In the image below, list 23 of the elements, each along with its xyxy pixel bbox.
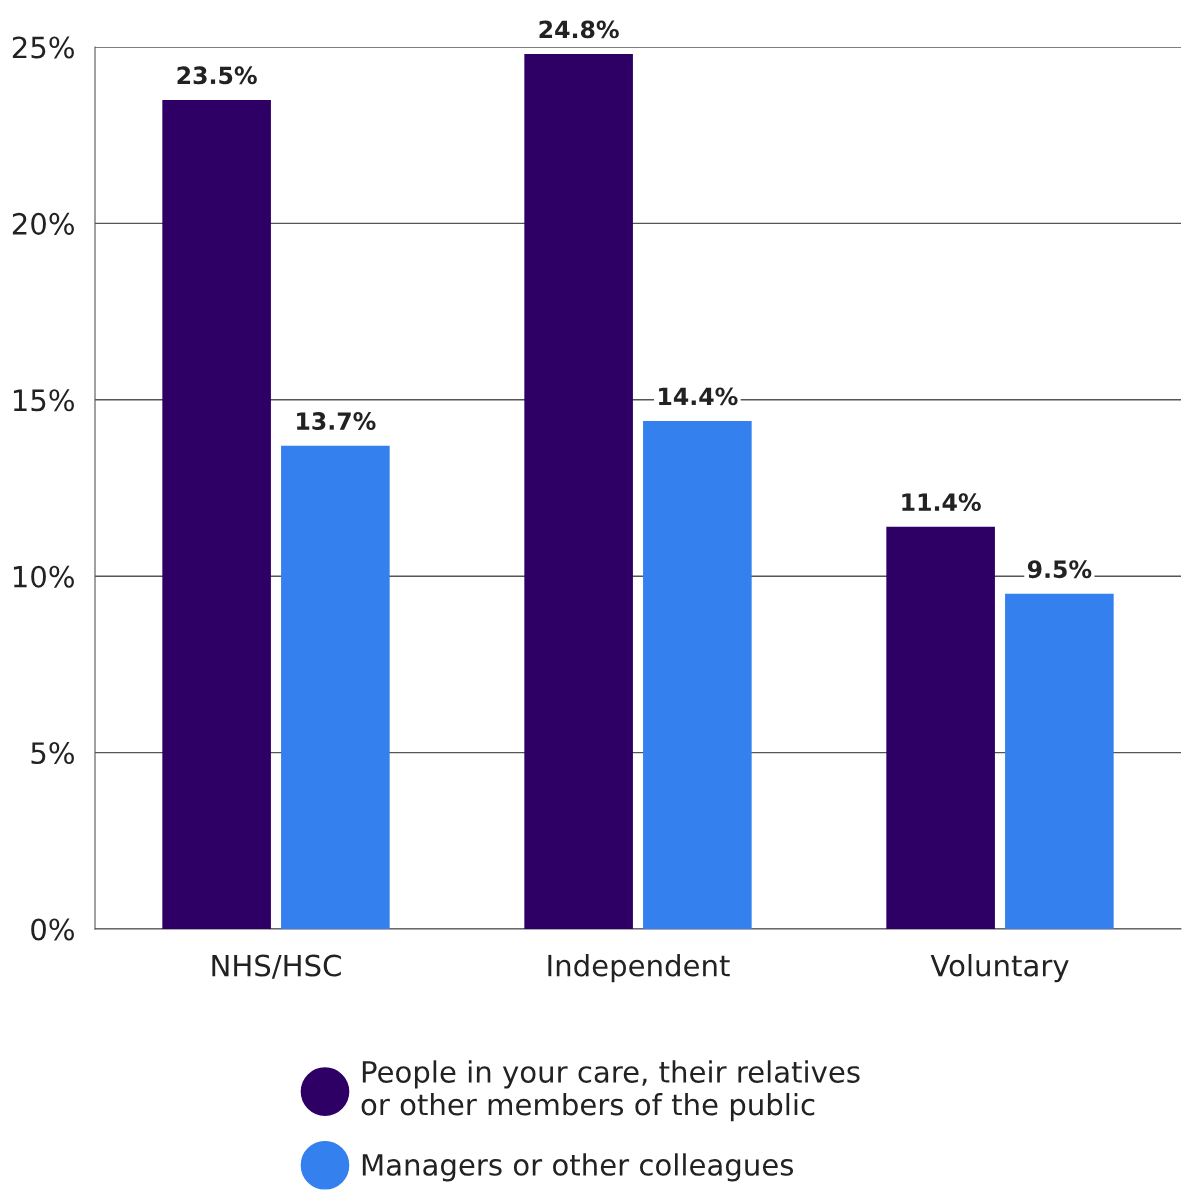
y-tick-label: 25% <box>12 36 74 59</box>
legend-label: Managers or other colleagues <box>362 1153 794 1182</box>
data-label: 11.4% <box>902 493 981 512</box>
data-label: 9.5% <box>1027 560 1092 579</box>
bar <box>162 99 271 929</box>
bar <box>1005 593 1114 929</box>
x-tick-label: NHS/HSC <box>212 954 341 979</box>
bar <box>643 420 752 929</box>
data-label: 23.5% <box>177 66 257 85</box>
data-label: 14.4% <box>659 387 738 406</box>
legend-label: People in your care, their relatives or other members of the public <box>361 1060 860 1122</box>
data-label: 24.8% <box>539 20 619 39</box>
bar <box>524 54 633 929</box>
y-tick-label: 20% <box>12 212 74 235</box>
y-tick-label: 15% <box>13 389 74 412</box>
x-tick-label: Voluntary <box>930 954 1069 983</box>
y-tick-label: 10% <box>13 565 74 588</box>
y-tick-label: 0% <box>31 918 74 941</box>
bar <box>886 526 995 929</box>
x-tick-label: Independent <box>548 954 730 983</box>
data-label: 13.7% <box>297 412 376 430</box>
bar <box>281 445 390 929</box>
y-tick-label: 5% <box>31 742 74 765</box>
